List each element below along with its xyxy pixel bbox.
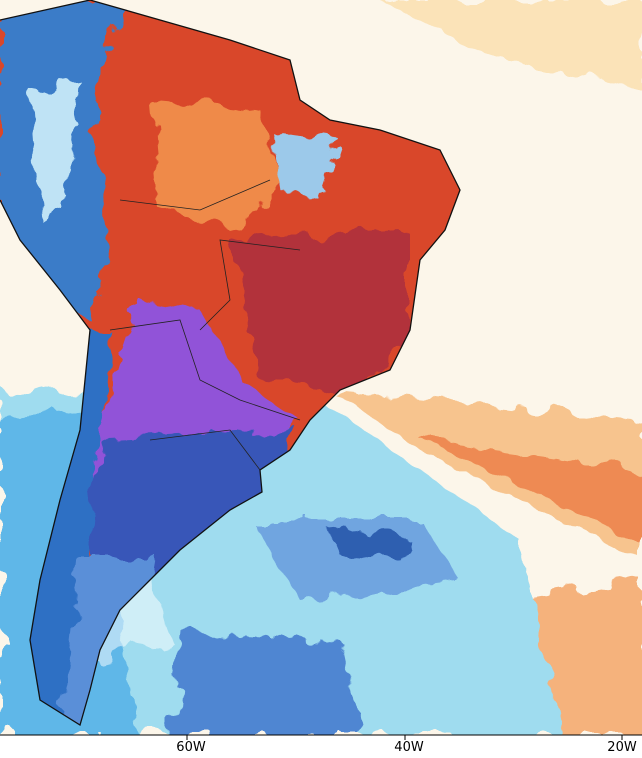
axis-label: 20W [607, 740, 637, 755]
axis-label: 40W [394, 740, 424, 755]
coastline [0, 0, 461, 727]
axis-label: 60W [176, 740, 206, 755]
axis-strip [0, 735, 642, 758]
borders [109, 179, 301, 471]
